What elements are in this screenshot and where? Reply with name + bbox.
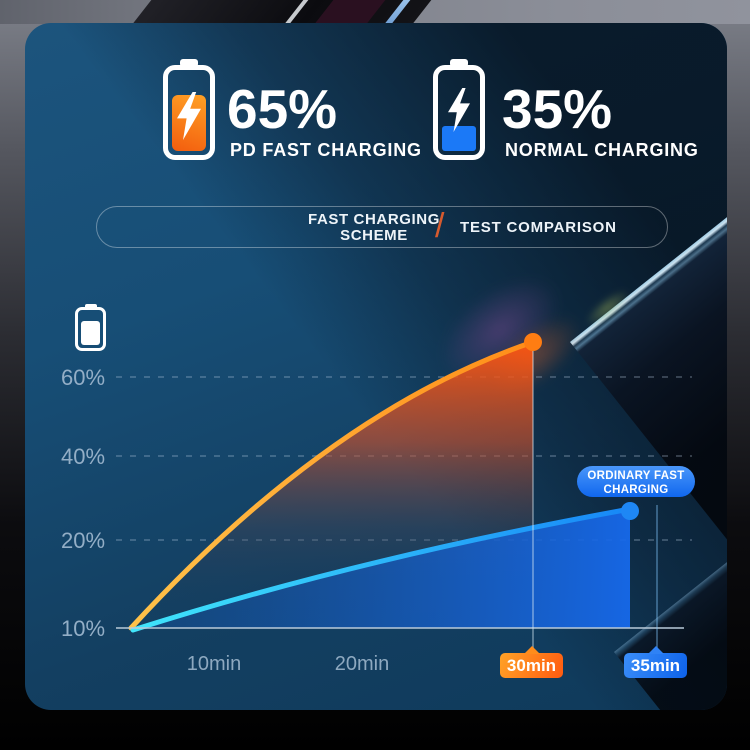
tab-label-line2: SCHEME	[340, 227, 408, 244]
battery-body	[163, 65, 215, 160]
y-tick-40: 40%	[61, 444, 106, 469]
battery-body	[75, 307, 106, 351]
background-phone-top	[0, 0, 750, 24]
fast-charging-endpoint-dot	[524, 333, 542, 351]
y-tick-10: 10%	[61, 616, 106, 641]
battery-nub	[450, 59, 468, 67]
annotation-line1: ORDINARY FAST	[587, 469, 685, 482]
fast-charging-label: PD FAST CHARGING	[230, 140, 422, 160]
fast-charging-curve	[128, 339, 536, 631]
normal-charging-label: NORMAL CHARGING	[505, 140, 699, 160]
lightning-icon	[448, 88, 470, 132]
annotation-line2: CHARGING	[603, 483, 669, 496]
battery-fill-blue	[442, 125, 476, 151]
y-tick-20: 20%	[61, 528, 106, 553]
normal-charging-percent: 35%	[502, 78, 613, 140]
ordinary-charging-area	[133, 509, 630, 630]
y-tick-60: 60%	[61, 365, 106, 390]
main-panel: 65% PD FAST CHARGING 35% NORMAL CHARGING…	[25, 23, 727, 710]
x-tick-10min: 10min	[186, 653, 242, 675]
lightning-icon	[177, 92, 201, 140]
ordinary-charging-curve	[130, 506, 633, 633]
tab-divider-slash: /	[435, 207, 445, 245]
x-badge-35min-label: 35min	[630, 656, 681, 675]
tab-label-line1: FAST CHARGING	[308, 211, 440, 228]
battery-nub	[180, 59, 198, 67]
x-badge-35min: 35min	[624, 646, 687, 678]
ordinary-charging-endpoint-dot	[621, 502, 639, 520]
battery-icon-fast	[163, 59, 215, 160]
fast-charging-percent: 65%	[227, 78, 338, 140]
charging-comparison-chart	[116, 333, 692, 648]
badge-pointer	[523, 646, 540, 654]
ordinary-fast-charging-badge: ORDINARY FAST CHARGING	[577, 466, 695, 497]
x-badge-30min-label: 30min	[506, 656, 557, 675]
x-badge-30min: 30min	[500, 646, 563, 678]
battery-fill-white	[81, 321, 100, 345]
x-tick-20min: 20min	[334, 653, 390, 675]
tab-fast-charging-scheme: FAST CHARGING SCHEME	[274, 212, 474, 244]
battery-icon-normal	[433, 59, 485, 160]
tab-test-comparison: TEST COMPARISON	[460, 219, 617, 236]
tab-bar: FAST CHARGING SCHEME / TEST COMPARISON	[96, 206, 668, 248]
battery-body	[433, 65, 485, 160]
battery-nub	[84, 304, 97, 309]
badge-pointer	[647, 646, 664, 654]
battery-axis-icon	[75, 304, 106, 351]
